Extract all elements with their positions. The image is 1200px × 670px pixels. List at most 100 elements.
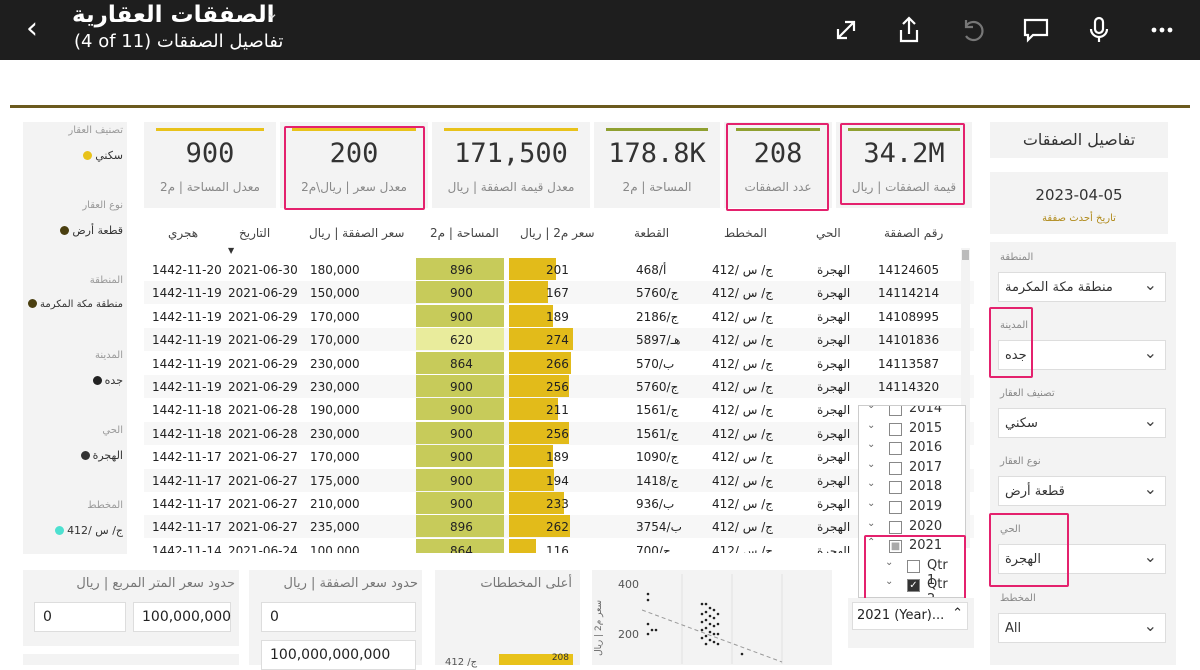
top-plan-bar[interactable]: 208	[499, 653, 573, 665]
chevron-down-icon[interactable]: ⌄	[266, 4, 279, 22]
cell-plan: ج/ س /412	[712, 309, 774, 324]
price-cell-bar	[509, 258, 556, 280]
slicer-dropdown[interactable]: الهجرة ⌄	[998, 544, 1166, 574]
scatter-tick: 200	[618, 628, 639, 641]
deal-min-input[interactable]: 0	[261, 602, 416, 632]
slicer-value: قطعة أرض	[1005, 484, 1065, 499]
sort-down-icon[interactable]: ▼	[228, 246, 235, 255]
kpi-label: عدد الصفقات	[744, 180, 812, 194]
table-row[interactable]: 1442-11-19 2021-06-29 230,000 864 266 570/ب ج/…	[144, 351, 974, 375]
year-slicer-select[interactable]: 2021 (Year)... ⌃	[852, 602, 968, 630]
expand-icon[interactable]: ⌄	[867, 498, 876, 509]
microphone-icon[interactable]	[1083, 14, 1115, 46]
expand-icon[interactable]: ⌄	[867, 517, 876, 529]
checkbox[interactable]	[889, 406, 902, 416]
undo-icon[interactable]	[957, 14, 989, 46]
table-row[interactable]: 1442-11-17 2021-06-27 170,000 900 189 1090/ج ج…	[144, 445, 974, 468]
table-row[interactable]: 1442-11-19 2021-06-29 150,000 900 167 5760/ج ج…	[144, 281, 974, 305]
expand-icon[interactable]: ⌄	[867, 478, 876, 490]
scatter-y-label: سعر م2 | ريال	[594, 600, 604, 656]
table-row[interactable]: 1442-11-17 2021-06-27 235,000 896 262 3754/ب ج…	[144, 515, 974, 539]
cell-deal-price: 210,000	[310, 497, 360, 511]
kpi-accent-bar	[848, 128, 960, 131]
cell-price-sqm: 116	[546, 543, 569, 553]
sqm-min-input[interactable]: 0	[34, 602, 126, 632]
checkbox[interactable]	[907, 559, 920, 573]
slicer-dropdown[interactable]: جده ⌄	[998, 340, 1166, 370]
table-row[interactable]: 1442-11-19 2021-06-29 170,000 620 274 5897/هـ…	[144, 328, 974, 352]
cell-area: 900	[450, 426, 473, 441]
cell-plan: ج/ س /412	[712, 356, 774, 371]
column-header-area[interactable]: المساحة | م2	[430, 226, 499, 240]
column-header-date[interactable]: التاريخ	[239, 226, 271, 240]
deal-max-input[interactable]: 100,000,000,000	[261, 640, 416, 670]
table-row[interactable]: 1442-11-18 2021-06-28 230,000 900 256 1561/ج ج…	[144, 421, 974, 445]
expand-icon[interactable]: ⌄	[867, 458, 876, 470]
year-label: Qtr 2	[927, 577, 948, 597]
column-header-deal-number[interactable]: رقم الصفقة	[884, 226, 944, 240]
cell-district: الهجرة	[817, 380, 851, 394]
table-scrollbar[interactable]	[961, 248, 970, 548]
year-dropdown-list[interactable]: ⌄ 2014 ⌄ 2015 ⌄ 2016 ⌄ 2017 ⌄ 2018 ⌄ 2019 ⌄ 2020 ⌃ ■ 202…	[858, 405, 966, 598]
table-row[interactable]: 1442-11-19 2021-06-29 230,000 900 256 5760/ج ج…	[144, 375, 974, 398]
more-icon[interactable]	[1146, 14, 1178, 46]
checkbox[interactable]	[889, 520, 902, 534]
slicer-dropdown[interactable]: سكني ⌄	[998, 408, 1166, 438]
table-row[interactable]: 1442-11-20 2021-06-30 180,000 896 201 468/أ ج/…	[144, 258, 974, 281]
checkbox[interactable]	[889, 442, 902, 456]
kpi-avg-price-sqm[interactable]: 200 معدل سعر | ريال\م2	[280, 122, 428, 208]
table-row[interactable]: 1442-11-19 2021-06-29 170,000 900 189 2186/ج ج…	[144, 304, 974, 328]
share-icon[interactable]	[893, 14, 925, 46]
chevron-down-icon: ⌄	[1143, 616, 1157, 635]
column-header-price-sqm[interactable]: سعر م2 | ريال	[520, 226, 595, 240]
checkbox[interactable]: ✓	[907, 579, 920, 593]
cell-plot: 5760/ج	[636, 286, 679, 301]
cell-plan: ج/ س /412	[712, 426, 774, 441]
kpi-deal-count[interactable]: 208 عدد الصفقات	[724, 122, 832, 208]
table-row[interactable]: 1442-11-18 2021-06-28 190,000 900 211 1561/ج ج…	[144, 398, 974, 421]
cell-area: 896	[450, 520, 473, 535]
cell-hijri: 1442-11-18	[152, 403, 222, 418]
expand-icon[interactable]: ⌄	[867, 439, 876, 451]
checkbox[interactable]: ■	[889, 540, 902, 554]
year-slicer-value: 2021 (Year)...	[857, 608, 945, 623]
kpi-avg-deal-value[interactable]: 171,500 معدل قيمة الصفقة | ريال	[432, 122, 590, 208]
column-header-deal-price[interactable]: سعر الصفقة | ريال	[309, 226, 405, 240]
cell-date: 2021-06-30	[228, 263, 298, 277]
slicer-dropdown[interactable]: منطقة مكة المكرمة ⌄	[998, 272, 1166, 302]
expand-icon[interactable]: ⌄	[885, 576, 894, 588]
column-header-plot[interactable]: القطعة	[634, 226, 670, 240]
table-row[interactable]: 1442-11-17 2021-06-27 175,000 900 194 1418/ج ج…	[144, 468, 974, 492]
expand-icon[interactable]: ⌄	[867, 405, 876, 411]
cell-plan: ج/ س /412	[712, 543, 774, 553]
expand-icon[interactable]	[830, 14, 862, 46]
scrollbar-thumb[interactable]	[962, 250, 969, 260]
checkbox[interactable]	[889, 422, 902, 436]
cell-plot: 700/ج	[636, 543, 671, 553]
cell-area: 900	[450, 380, 473, 394]
comment-icon[interactable]	[1020, 14, 1052, 46]
scatter-plot[interactable]	[642, 574, 828, 664]
cell-deal-price: 190,000	[310, 403, 360, 418]
slicer-dropdown[interactable]: قطعة أرض ⌄	[998, 476, 1166, 506]
checkbox[interactable]	[889, 461, 902, 475]
expand-icon[interactable]: ⌄	[867, 419, 876, 431]
table-row[interactable]: 1442-11-14 2021-06-24 100,000 864 116 700/ج ج/…	[144, 538, 974, 553]
kpi-total-area[interactable]: 178.8K المساحة | م2	[594, 122, 720, 208]
column-header-plan[interactable]: المخطط	[724, 226, 767, 240]
column-header-district[interactable]: الحي	[816, 226, 841, 240]
sqm-max-input[interactable]: 100,000,000	[133, 602, 231, 632]
slicer-dropdown[interactable]: All ⌄	[998, 613, 1166, 643]
kpi-total-deal-value[interactable]: 34.2M قيمة الصفقات | ريال	[836, 122, 972, 208]
expand-icon[interactable]: ⌄	[885, 556, 894, 568]
back-icon[interactable]: ‹	[26, 11, 38, 46]
cell-deal-price: 230,000	[310, 380, 360, 394]
table-row[interactable]: 1442-11-17 2021-06-27 210,000 900 233 936/ب ج/…	[144, 492, 974, 515]
checkbox[interactable]	[889, 501, 902, 514]
page-subtitle: (4 of 11) تفاصيل الصفقات	[74, 31, 284, 52]
column-header-hijri[interactable]: هجري	[168, 226, 199, 240]
expand-icon[interactable]: ⌃	[867, 537, 876, 549]
kpi-avg-area[interactable]: 900 معدل المساحة | م2	[144, 122, 276, 208]
kpi-value: 200	[329, 138, 379, 169]
checkbox[interactable]	[889, 481, 902, 495]
